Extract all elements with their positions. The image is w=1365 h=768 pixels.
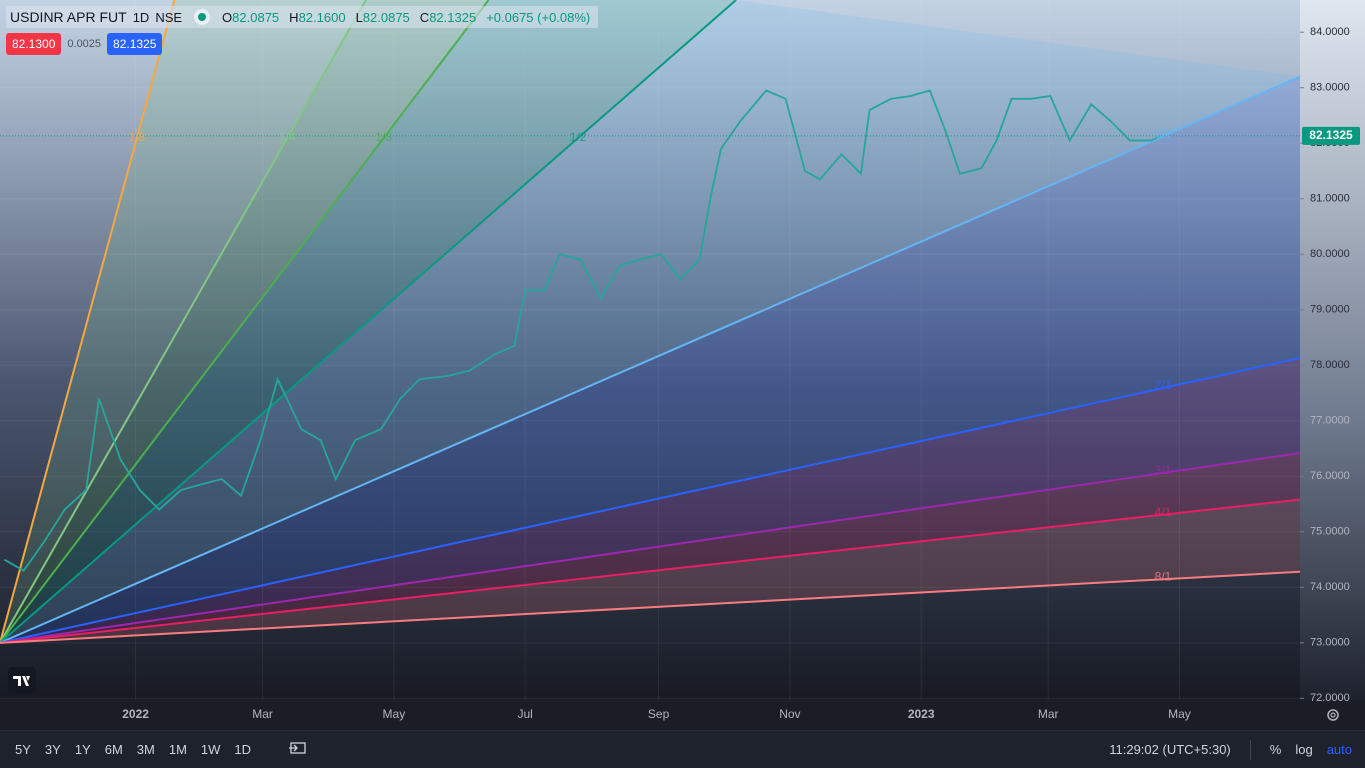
fan-line (0, 75, 1300, 644)
y-tick-label: 80.0000 (1310, 248, 1350, 260)
fan-line (0, 498, 1300, 644)
fan-line (0, 0, 367, 644)
fan-line (0, 570, 1300, 644)
x-tick-label: Jul (517, 707, 532, 721)
y-tick-label: 76.0000 (1310, 470, 1350, 482)
fan-label: 4/1 (1155, 505, 1172, 519)
change: +0.0675 (+0.08%) (486, 9, 591, 25)
price-axis (1300, 0, 1365, 700)
range-button[interactable]: 6M (104, 742, 123, 757)
x-tick-label: Mar (252, 707, 273, 721)
close-label: C (419, 9, 430, 25)
symbol[interactable]: USDINR APR FUT (10, 9, 127, 25)
fan-label: 1/4 (279, 130, 296, 144)
x-tick-label: 2022 (122, 707, 149, 721)
y-tick-label: 72.0000 (1310, 692, 1350, 704)
fan-label: 1/2 (570, 130, 587, 144)
legend: USDINR APR FUT 1D NSE O82.0875 H82.1600 … (6, 6, 599, 28)
fan-line (0, 0, 490, 644)
x-tick-label: May (383, 707, 406, 721)
ask[interactable]: 82.1325 (107, 33, 163, 55)
interval: 1D (132, 9, 150, 25)
fan-line (0, 0, 737, 644)
x-tick-label: Mar (1038, 707, 1059, 721)
clock[interactable]: 11:29:02 (UTC+5:30) (1109, 742, 1231, 757)
y-tick-label: 83.0000 (1310, 82, 1350, 94)
low-label: L (355, 9, 363, 25)
fan-line (0, 357, 1300, 644)
close: 82.1325 (429, 9, 477, 25)
fan-label: 2/1 (1155, 378, 1172, 392)
fan-label: 1/3 (375, 130, 392, 144)
quotes: 82.1300 0.0025 82.1325 (6, 33, 163, 55)
last-price-tag (1302, 126, 1360, 145)
y-tick-label: 79.0000 (1310, 304, 1350, 316)
x-tick-label: May (1168, 707, 1191, 721)
range-button[interactable]: 1W (200, 742, 221, 757)
range-button[interactable]: 1M (168, 742, 187, 757)
y-tick-label: 84.0000 (1310, 26, 1350, 38)
y-tick-label: 73.0000 (1310, 637, 1350, 649)
settings-icon[interactable] (1327, 709, 1339, 721)
range-button[interactable]: 3Y (44, 742, 61, 757)
status-dot (198, 13, 207, 21)
log-toggle[interactable]: log (1295, 742, 1313, 757)
high: 82.1600 (298, 9, 346, 25)
price-line (3, 89, 1161, 572)
fan-label: 1/8 (129, 130, 146, 144)
fan-line (0, 451, 1300, 644)
low: 82.0875 (362, 9, 410, 25)
percent-toggle[interactable]: % (1269, 742, 1282, 757)
fan-label: 3/1 (1155, 463, 1172, 477)
exchange: NSE (155, 9, 183, 25)
fan-label: 1/1 (1155, 126, 1172, 140)
fan-label: 8/1 (1155, 569, 1172, 583)
y-tick-label: 81.0000 (1310, 193, 1350, 205)
y-tick-label: 77.0000 (1310, 415, 1350, 427)
fan-line (0, 0, 176, 644)
last-price-label: 82.1325 (1309, 128, 1353, 142)
icon (289, 742, 306, 754)
range-button[interactable]: 1Y (74, 742, 91, 757)
y-tick-label: 75.0000 (1310, 526, 1350, 538)
y-tick-label: 74.0000 (1310, 581, 1350, 593)
bid[interactable]: 82.1300 (6, 33, 62, 55)
range-button[interactable]: 1D (234, 742, 252, 757)
high-label: H (289, 9, 299, 25)
spread: 0.0025 (67, 38, 102, 50)
range-button[interactable]: 3M (136, 742, 155, 757)
open-label: O (222, 9, 233, 25)
fan-fill (0, 0, 1300, 643)
x-tick-label: Sep (648, 707, 670, 721)
date-range-icon[interactable] (282, 741, 314, 758)
open: 82.0875 (232, 9, 280, 25)
tv-logo[interactable] (8, 667, 36, 693)
chart: 72.0000 73.0000 74.0000 75.0000 76.0000 77.00… (0, 0, 1365, 730)
time-axis (0, 700, 1365, 730)
x-tick-label: Nov (779, 707, 800, 721)
range-button[interactable]: 5Y (15, 742, 31, 757)
y-tick-label: 78.0000 (1310, 359, 1350, 371)
auto-toggle[interactable]: auto (1326, 742, 1352, 757)
bottom-toolbar: 5Y 3Y 1Y 6M 3M 1M 1W 1D 11:29:02 (UTC+5:30) % l… (0, 730, 1365, 768)
x-tick-label: 2023 (908, 707, 935, 721)
